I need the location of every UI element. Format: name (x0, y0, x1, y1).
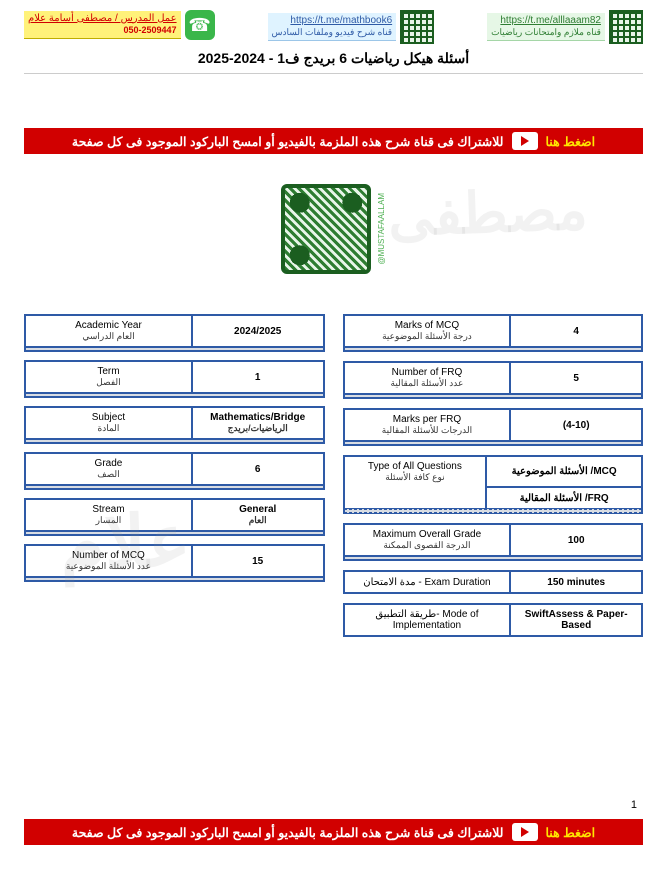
page-number: 1 (631, 799, 637, 811)
table-row: Marks of MCQدرجة الأسئلة الموضوعية 4 (343, 314, 644, 352)
left-table-col: Academic Yearالعام الدراسي 2024/2025 Ter… (24, 314, 325, 646)
whatsapp-icon[interactable]: ☎ (185, 10, 215, 40)
channel-right-desc: قناه ملازم وامتحانات رياضيات (491, 27, 601, 38)
table-row: Number of FRQعدد الأسئلة المقالية 5 (343, 361, 644, 399)
qr-handle: @MUSTAFAALLAM (377, 193, 386, 265)
table-row: Number of MCQعدد الأسئلة الموضوعية 15 (24, 544, 325, 582)
teacher-phone: 050-2509447 (28, 25, 177, 36)
header-row: عمل المدرس / مصطفى أسامة علام 050-250944… (24, 10, 643, 44)
table-row: Type of All Questionsنوع كافة الأسئلة ال… (343, 455, 644, 514)
table-row: Streamالمسار Generalالعام (24, 498, 325, 536)
cta-banner-top[interactable]: اضغط هنا للاشتراك فى قناة شرح هذه الملزم… (24, 128, 643, 154)
info-tables: Academic Yearالعام الدراسي 2024/2025 Ter… (24, 314, 643, 646)
banner-text: للاشتراك فى قناة شرح هذه الملزمة بالفيدي… (72, 825, 504, 840)
table-row: Subjectالمادة Mathematics/Bridgeالرياضيا… (24, 406, 325, 444)
header-right: https://t.me/alllaaam82 قناه ملازم وامتح… (487, 10, 643, 44)
cta-banner-bottom[interactable]: اضغط هنا للاشتراك فى قناة شرح هذه الملزم… (24, 819, 643, 845)
table-row: Marks per FRQالدرجات للأسئلة المقالية (4… (343, 408, 644, 446)
banner-label: اضغط هنا (546, 825, 596, 840)
table-row: طريقة التطبيق- Mode of Implementation Sw… (343, 603, 644, 637)
banner-label: اضغط هنا (546, 134, 596, 149)
right-table-col: Marks of MCQدرجة الأسئلة الموضوعية 4 Num… (343, 314, 644, 646)
header-mid: https://t.me/mathbook6 قناه شرح فيديو وم… (268, 10, 435, 44)
teacher-name: عمل المدرس / مصطفى أسامة علام (28, 13, 177, 26)
qr-icon (609, 10, 643, 44)
table-row: مدة الامتحان - Exam Duration 150 minutes (343, 570, 644, 594)
table-row: Academic Yearالعام الدراسي 2024/2025 (24, 314, 325, 352)
channel-mid-box[interactable]: https://t.me/mathbook6 قناه شرح فيديو وم… (268, 13, 397, 42)
qr-icon (400, 10, 434, 44)
teacher-box[interactable]: عمل المدرس / مصطفى أسامة علام 050-250944… (24, 11, 181, 40)
table-row: Maximum Overall Gradeالدرجة القصوى الممك… (343, 523, 644, 561)
page-title: أسئلة هيكل رياضيات 6 بريدج ف1 - 2024-202… (24, 50, 643, 74)
channel-right-link: https://t.me/alllaaam82 (491, 15, 601, 28)
youtube-icon (512, 823, 538, 841)
channel-mid-desc: قناه شرح فيديو وملفات السادس (272, 27, 393, 38)
main-qr-wrap: @MUSTAFAALLAM (24, 184, 643, 274)
channel-mid-link: https://t.me/mathbook6 (272, 15, 393, 28)
header-left: عمل المدرس / مصطفى أسامة علام 050-250944… (24, 10, 215, 40)
table-row: Gradeالصف 6 (24, 452, 325, 490)
youtube-icon (512, 132, 538, 150)
channel-right-box[interactable]: https://t.me/alllaaam82 قناه ملازم وامتح… (487, 13, 605, 42)
main-qr[interactable] (281, 184, 371, 274)
table-row: Termالفصل 1 (24, 360, 325, 398)
banner-text: للاشتراك فى قناة شرح هذه الملزمة بالفيدي… (72, 134, 504, 149)
